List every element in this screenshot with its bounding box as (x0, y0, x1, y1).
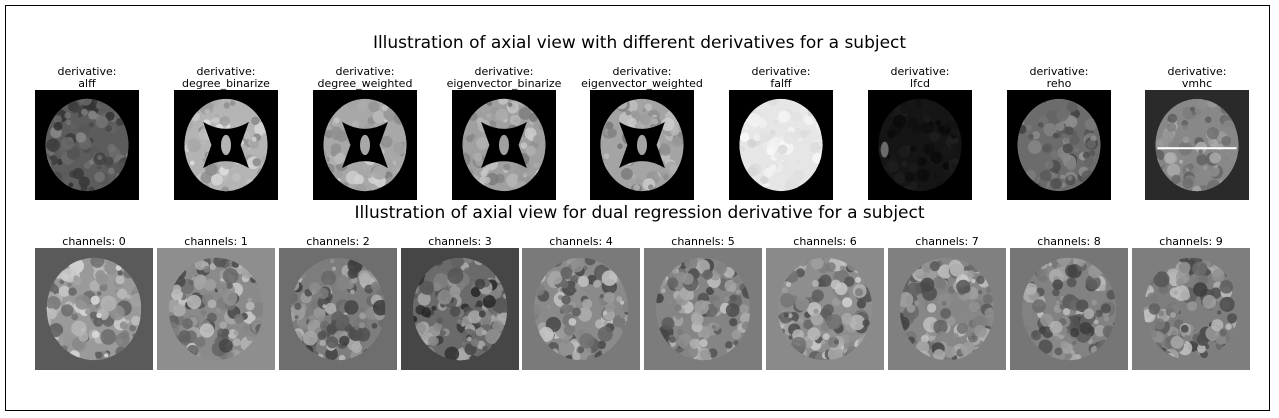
derivative-panel (452, 90, 556, 200)
axial-slice-image (868, 90, 972, 200)
axial-slice-image (35, 90, 139, 200)
axial-slice-image (1145, 90, 1249, 200)
derivative-panel (174, 90, 278, 200)
derivative-panel (868, 90, 972, 200)
axial-slice-image (279, 248, 397, 370)
axial-slice-image (766, 248, 884, 370)
channel-label: channels: 8 (1037, 235, 1101, 248)
channel-panel (644, 248, 762, 370)
axial-slice-image (174, 90, 278, 200)
derivatives-title: Illustration of axial view with differen… (372, 33, 907, 53)
channel-panel (888, 248, 1006, 370)
derivative-label: derivative: vmhc (1167, 65, 1227, 90)
derivative-panel (729, 90, 833, 200)
channel-label: channels: 3 (428, 235, 492, 248)
axial-slice-image (452, 90, 556, 200)
channel-label: channels: 7 (915, 235, 979, 248)
channel-label: channels: 0 (62, 235, 126, 248)
axial-slice-image (1010, 248, 1128, 370)
derivative-panel (1145, 90, 1249, 200)
derivative-label: derivative: lfcd (890, 65, 950, 90)
channel-label: channels: 4 (549, 235, 613, 248)
channel-panel (1132, 248, 1250, 370)
channel-panel (157, 248, 275, 370)
axial-slice-image (1007, 90, 1111, 200)
axial-slice-image (35, 248, 153, 370)
channel-panel (766, 248, 884, 370)
channel-label: channels: 5 (671, 235, 735, 248)
channel-panel (401, 248, 519, 370)
derivative-label: derivative: alff (57, 65, 117, 90)
axial-slice-image (590, 90, 694, 200)
figure-frame (5, 5, 1270, 411)
channel-label: channels: 9 (1159, 235, 1223, 248)
channel-panel (279, 248, 397, 370)
channel-label: channels: 6 (793, 235, 857, 248)
derivative-panel (1007, 90, 1111, 200)
channel-panel (35, 248, 153, 370)
derivative-panel (35, 90, 139, 200)
derivative-panel (590, 90, 694, 200)
axial-slice-image (729, 90, 833, 200)
axial-slice-image (522, 248, 640, 370)
axial-slice-image (644, 248, 762, 370)
derivative-label: derivative: falff (751, 65, 811, 90)
channel-label: channels: 2 (306, 235, 370, 248)
derivative-label: derivative: eigenvector_binarize (446, 65, 562, 90)
axial-slice-image (313, 90, 417, 200)
channel-panel (1010, 248, 1128, 370)
derivative-label: derivative: reho (1029, 65, 1089, 90)
channel-panel (522, 248, 640, 370)
axial-slice-image (401, 248, 519, 370)
derivative-panel (313, 90, 417, 200)
axial-slice-image (157, 248, 275, 370)
dual-regression-title: Illustration of axial view for dual regr… (354, 203, 925, 223)
derivative-label: derivative: eigenvector_weighted (581, 65, 703, 90)
derivative-label: derivative: degree_binarize (182, 65, 270, 90)
axial-slice-image (1132, 248, 1250, 370)
channel-label: channels: 1 (184, 235, 248, 248)
axial-slice-image (888, 248, 1006, 370)
derivative-label: derivative: degree_weighted (317, 65, 413, 90)
